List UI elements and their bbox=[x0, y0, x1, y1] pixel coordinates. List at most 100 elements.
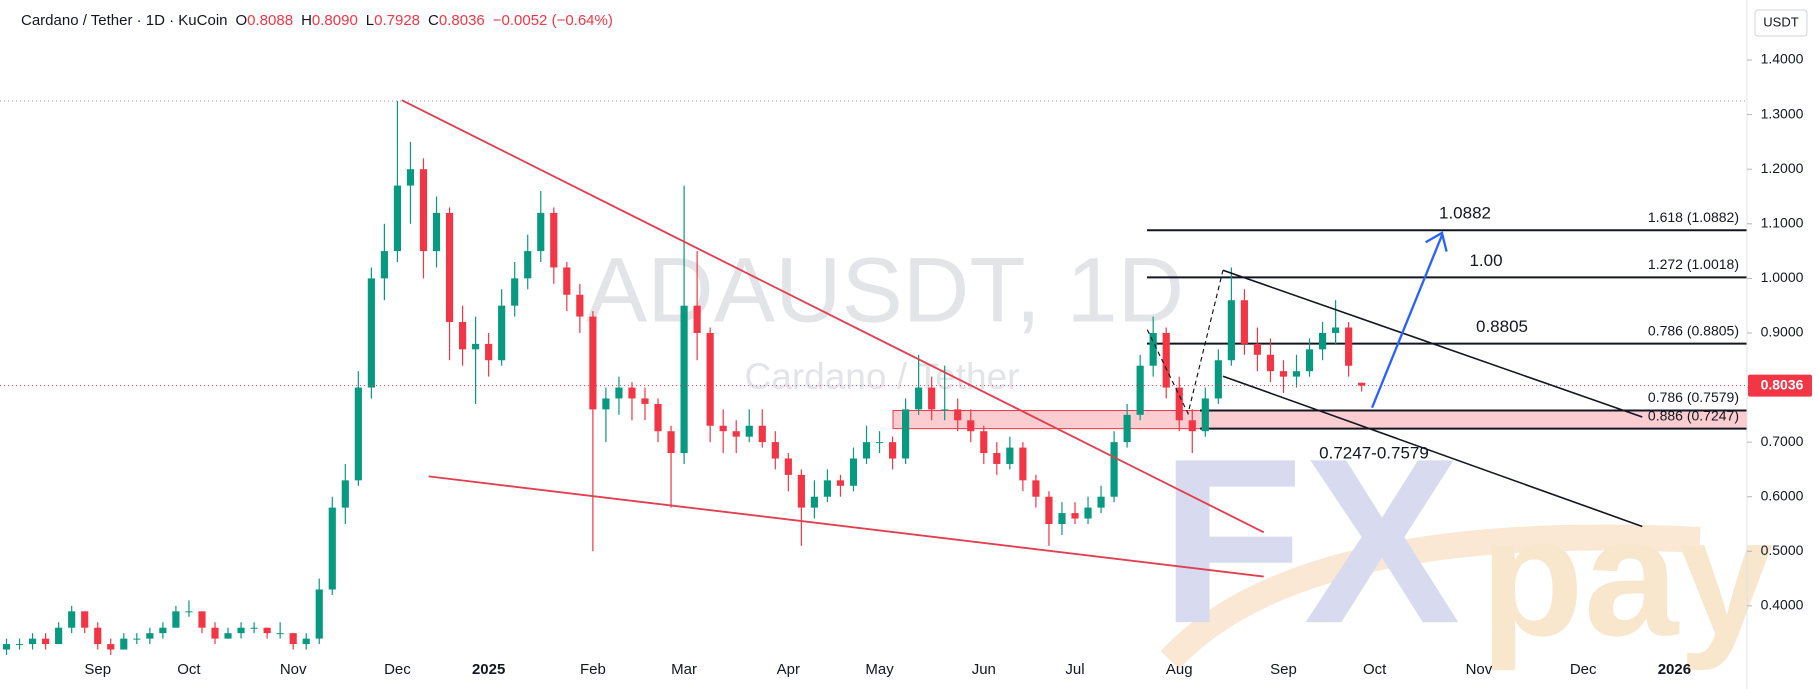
candle-body bbox=[1292, 371, 1301, 377]
candle-body bbox=[576, 294, 584, 317]
y-tick-label: 0.4000 bbox=[1761, 597, 1804, 613]
candle-body bbox=[1045, 496, 1053, 524]
candle-body bbox=[432, 212, 441, 252]
candle-body bbox=[836, 480, 845, 486]
watermark-title: ADAUSDT, 1D bbox=[586, 239, 1184, 341]
candle-body bbox=[823, 480, 832, 497]
y-tick-label: 0.7000 bbox=[1761, 433, 1804, 449]
ohlc-value: 0.8090 bbox=[312, 12, 358, 29]
support-zone bbox=[892, 410, 1748, 430]
candle-body bbox=[1123, 414, 1131, 443]
candle-body bbox=[1201, 398, 1209, 432]
candle-body bbox=[485, 343, 493, 361]
candle-body bbox=[472, 343, 480, 350]
y-tick-label: 1.1000 bbox=[1761, 214, 1804, 230]
candle-body bbox=[1345, 327, 1353, 366]
candle-body bbox=[198, 611, 206, 628]
candle-body bbox=[498, 305, 506, 361]
x-tick-label: May bbox=[865, 661, 894, 678]
ohlc-value: 0.8088 bbox=[247, 12, 293, 29]
ohlc-value: 0.7928 bbox=[374, 12, 420, 29]
x-tick-label: Sep bbox=[1270, 661, 1297, 678]
candle-body bbox=[1279, 371, 1288, 377]
candle-body bbox=[406, 169, 415, 186]
candle-body bbox=[875, 442, 884, 444]
target-label: 1.00 bbox=[1469, 251, 1502, 270]
candle-body bbox=[1227, 300, 1235, 361]
ohlc-key: H bbox=[301, 12, 312, 29]
x-tick-label: 2025 bbox=[472, 661, 505, 678]
x-tick-label: Jun bbox=[972, 661, 996, 678]
candle-body bbox=[1240, 300, 1248, 344]
candle-body bbox=[667, 431, 675, 454]
channel-line bbox=[1222, 269, 1643, 418]
candle-body bbox=[1136, 365, 1144, 415]
candle-body bbox=[28, 638, 37, 645]
candle-body bbox=[902, 409, 910, 459]
candle-body bbox=[719, 425, 727, 432]
candle-body bbox=[42, 638, 50, 645]
candle-body bbox=[1058, 513, 1066, 524]
candle-body bbox=[367, 278, 375, 388]
candle-body bbox=[537, 212, 545, 252]
y-tick-label: 1.2000 bbox=[1761, 160, 1804, 176]
candle-body bbox=[1162, 332, 1170, 388]
candle-body bbox=[784, 458, 792, 475]
candle-body bbox=[172, 611, 180, 628]
candle-body bbox=[1318, 332, 1327, 350]
candle-body bbox=[732, 431, 740, 437]
logo: FX pay bbox=[1160, 409, 1773, 672]
logo-pay: pay bbox=[1480, 482, 1773, 672]
y-tick-label: 0.6000 bbox=[1761, 487, 1804, 503]
fib-level-label: 0.786 (0.8805) bbox=[1648, 322, 1739, 338]
candle-body bbox=[563, 267, 571, 295]
currency-box bbox=[1754, 9, 1808, 37]
candle-body bbox=[263, 627, 271, 634]
candle-body bbox=[2, 644, 11, 650]
candle-body bbox=[419, 169, 428, 252]
candle-body bbox=[1358, 382, 1366, 386]
candle-body bbox=[445, 212, 454, 323]
projection-arrow bbox=[1370, 234, 1444, 409]
candle-body bbox=[315, 589, 323, 639]
last-price-box bbox=[1748, 374, 1812, 397]
x-tick-label: Jul bbox=[1065, 661, 1084, 678]
trend-line bbox=[428, 475, 1264, 578]
candle-body bbox=[680, 305, 688, 454]
candle-body bbox=[276, 633, 284, 635]
candle-body bbox=[1097, 496, 1105, 508]
fib-level-label: 0.886 (0.7247) bbox=[1648, 407, 1739, 423]
y-tick-label: 1.4000 bbox=[1761, 51, 1804, 67]
candle-body bbox=[15, 644, 24, 646]
candle-body bbox=[862, 442, 871, 459]
y-tick-label: 0.5000 bbox=[1761, 542, 1804, 558]
candle-body bbox=[615, 387, 623, 399]
y-tick-label: 1.0000 bbox=[1761, 269, 1804, 285]
candle-body bbox=[1253, 343, 1262, 355]
candle-body bbox=[1149, 332, 1157, 366]
candle-body bbox=[693, 305, 701, 333]
candle-body bbox=[237, 627, 245, 634]
x-tick-label: 2026 bbox=[1658, 661, 1691, 678]
ohlc-key: O bbox=[236, 12, 248, 29]
candle-body bbox=[654, 403, 662, 432]
candle-body bbox=[628, 387, 636, 399]
candle-body bbox=[745, 425, 753, 437]
candle-body bbox=[915, 387, 923, 410]
candle-body bbox=[393, 185, 402, 252]
candle-body bbox=[849, 458, 858, 486]
candle-body bbox=[107, 644, 115, 650]
candle-body bbox=[133, 638, 141, 640]
candle-body bbox=[289, 633, 297, 645]
candle-body bbox=[1084, 507, 1092, 519]
candle-body bbox=[941, 409, 949, 411]
x-tick-label: Nov bbox=[280, 661, 307, 678]
projection-arrow-head bbox=[1425, 231, 1448, 252]
x-tick-label: Dec bbox=[384, 661, 411, 678]
candle-body bbox=[1175, 387, 1183, 421]
candle-body bbox=[302, 638, 310, 645]
x-tick-label: Apr bbox=[777, 661, 800, 678]
x-tick-label: Oct bbox=[177, 661, 201, 678]
candle-body bbox=[550, 212, 558, 268]
symbol: Cardano / Tether · 1D · KuCoin bbox=[21, 12, 228, 29]
